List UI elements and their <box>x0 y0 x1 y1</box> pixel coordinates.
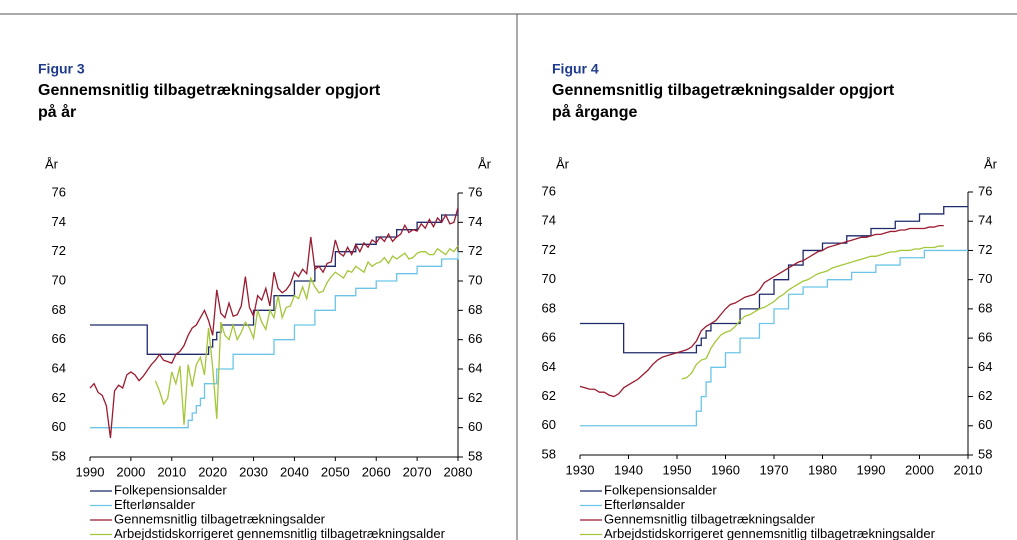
x-tick-label: 2010 <box>157 464 186 479</box>
y2-tick-label: 62 <box>468 390 482 405</box>
x-tick-label: 2010 <box>954 462 983 477</box>
series-line <box>681 245 944 380</box>
y-tick-label: 60 <box>52 419 66 434</box>
chart-title: Gennemsnitlig tilbagetrækningsalder opgj… <box>38 82 381 99</box>
legend-label: Gennemsnitlig tilbagetrækningsalder <box>114 511 326 526</box>
x-tick-label: 2040 <box>280 464 309 479</box>
y-tick-label: 74 <box>542 213 556 228</box>
y-tick-label: 58 <box>52 448 66 463</box>
x-tick-label: 2080 <box>444 464 473 479</box>
y2-tick-label: 76 <box>978 183 992 198</box>
chart-title: Gennemsnitlig tilbagetrækningsalder opgj… <box>552 82 895 99</box>
x-tick-label: 1940 <box>614 462 643 477</box>
y2-tick-label: 58 <box>468 448 482 463</box>
y-tick-label: 74 <box>52 214 66 229</box>
y2-tick-label: 68 <box>978 300 992 315</box>
x-tick-label: 1970 <box>760 462 789 477</box>
y-tick-label: 76 <box>52 184 66 199</box>
y-tick-label: 64 <box>52 360 66 375</box>
legend-label: Folkepensionsalder <box>114 482 227 497</box>
x-tick-label: 2030 <box>239 464 268 479</box>
y-tick-label: 64 <box>542 359 556 374</box>
x-tick-label: 2000 <box>116 464 145 479</box>
series-line <box>90 251 459 429</box>
y-tick-label: 68 <box>52 302 66 317</box>
series-line <box>580 249 968 427</box>
x-tick-label: 2000 <box>905 462 934 477</box>
y2-tick-label: 66 <box>978 330 992 345</box>
legend-label: Efterlønsalder <box>604 497 686 512</box>
series-line <box>579 224 944 398</box>
y2-tick-label: 60 <box>978 417 992 432</box>
x-tick-label: 1950 <box>663 462 692 477</box>
y-tick-label: 66 <box>52 331 66 346</box>
y2-tick-label: 72 <box>978 242 992 257</box>
chart-title: på årgange <box>552 103 637 121</box>
x-tick-label: 1960 <box>711 462 740 477</box>
x-tick-label: 2020 <box>198 464 227 479</box>
y2-tick-label: 70 <box>978 271 992 286</box>
figure-label: Figur 3 <box>38 61 85 77</box>
y2-tick-label: 70 <box>468 272 482 287</box>
x-tick-label: 1990 <box>857 462 886 477</box>
y-tick-label: 66 <box>542 330 556 345</box>
y2-tick-label: 74 <box>978 213 992 228</box>
x-tick-label: 1990 <box>76 464 105 479</box>
y-axis-label: År <box>45 156 59 171</box>
y-tick-label: 76 <box>542 183 556 198</box>
legend-label: Arbejdstidskorrigeret gennemsnitlig tilb… <box>114 526 446 540</box>
y-tick-label: 72 <box>52 243 66 258</box>
legend-label: Folkepensionsalder <box>604 482 717 497</box>
series-line <box>154 245 459 425</box>
y-tick-label: 62 <box>542 388 556 403</box>
y2-axis-label: År <box>984 156 998 171</box>
x-tick-label: 2060 <box>362 464 391 479</box>
y2-tick-label: 74 <box>468 214 482 229</box>
chart-title: på år <box>38 103 76 121</box>
y2-tick-label: 58 <box>978 446 992 461</box>
y2-tick-label: 66 <box>468 331 482 346</box>
y2-tick-label: 64 <box>468 360 482 375</box>
y2-tick-label: 72 <box>468 243 482 258</box>
x-tick-label: 1930 <box>566 462 595 477</box>
x-tick-label: 2070 <box>403 464 432 479</box>
y-tick-label: 58 <box>542 446 556 461</box>
y-axis-label: År <box>556 156 570 171</box>
y2-tick-label: 64 <box>978 359 992 374</box>
y2-tick-label: 76 <box>468 184 482 199</box>
x-tick-label: 2050 <box>321 464 350 479</box>
legend-label: Efterlønsalder <box>114 497 196 512</box>
y2-tick-label: 62 <box>978 388 992 403</box>
y-tick-label: 72 <box>542 242 556 257</box>
y-tick-label: 70 <box>542 271 556 286</box>
y2-axis-label: År <box>478 156 492 171</box>
y2-tick-label: 68 <box>468 302 482 317</box>
y-tick-label: 60 <box>542 417 556 432</box>
y-tick-label: 70 <box>52 272 66 287</box>
figure-label: Figur 4 <box>552 61 599 77</box>
series-line <box>89 207 459 439</box>
x-tick-label: 1980 <box>808 462 837 477</box>
y-tick-label: 62 <box>52 390 66 405</box>
legend-label: Arbejdstidskorrigeret gennemsnitlig tilb… <box>604 526 936 540</box>
series-line <box>580 205 968 354</box>
y-tick-label: 68 <box>542 300 556 315</box>
y2-tick-label: 60 <box>468 419 482 434</box>
legend-label: Gennemsnitlig tilbagetrækningsalder <box>604 511 816 526</box>
